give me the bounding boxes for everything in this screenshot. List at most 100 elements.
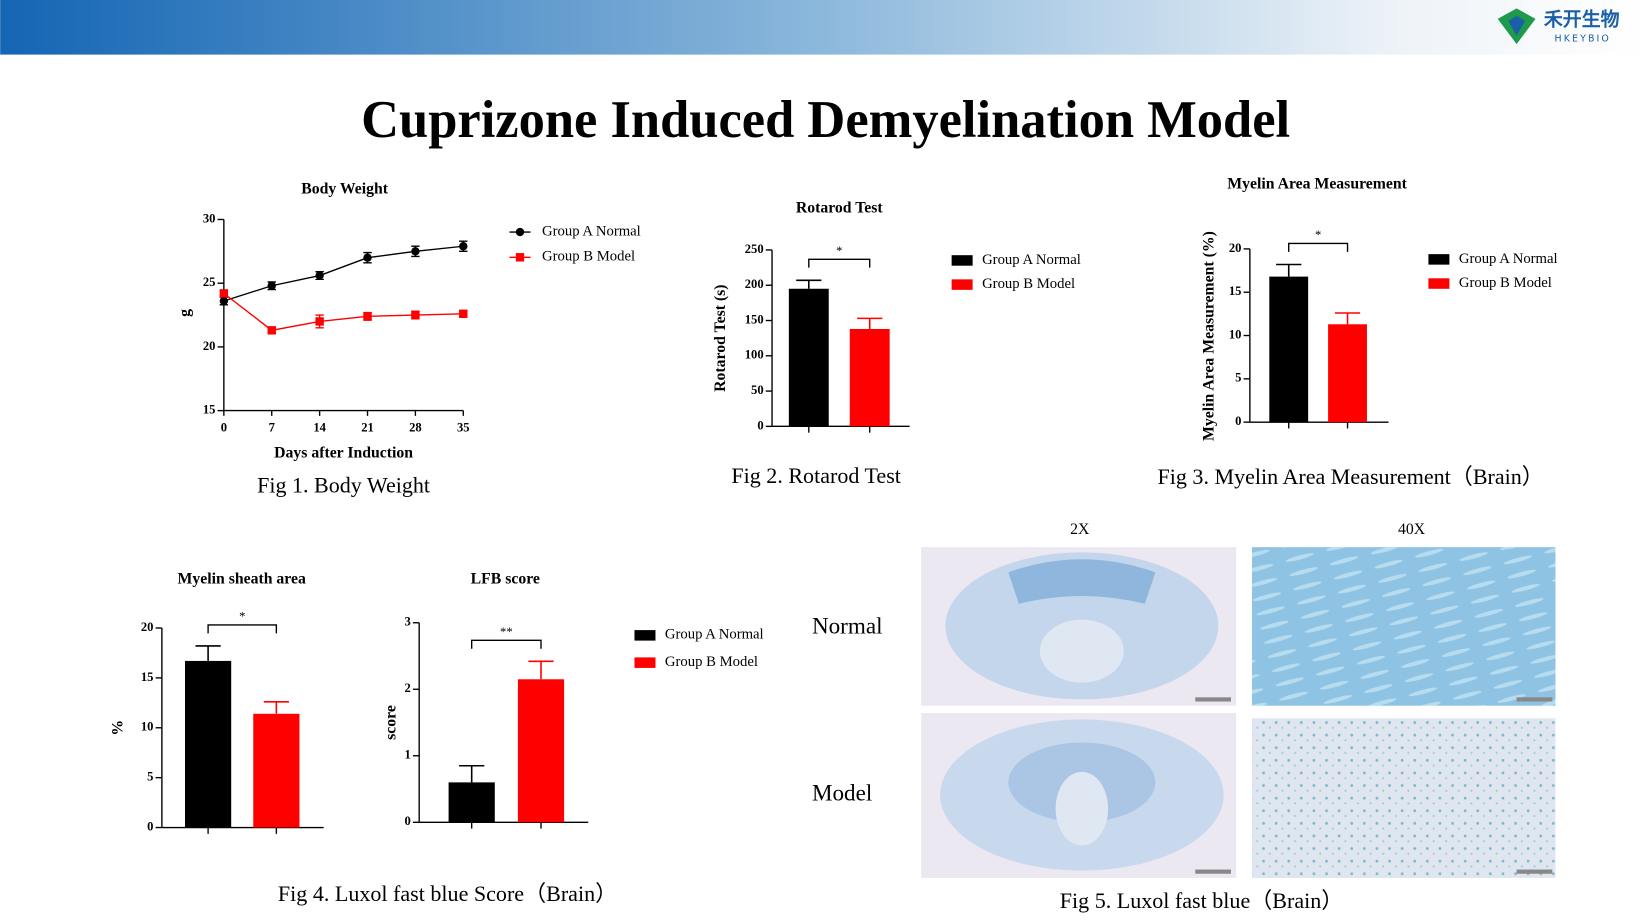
marker [315,317,324,326]
y-tick-label: 10 [1229,327,1242,341]
image-normal-2x [921,547,1237,706]
legend-swatch [951,255,973,266]
significance-label: ** [500,625,513,639]
x-tick-label: 7 [269,420,275,434]
significance-bracket [207,624,278,634]
error-bar [263,701,289,714]
y-axis-label: Rotarod Test (s) [712,284,729,391]
y-axis-label: % [109,720,126,736]
legend-swatch [634,630,656,641]
marker [459,242,468,251]
legend-label: Group A Normal [982,252,1081,268]
column-label: 40X [1398,521,1426,538]
image-model-2x [921,713,1237,878]
line [223,292,464,332]
legend-marker [515,253,525,262]
caption: Fig 5. Luxol fast blue（Brain） [1060,888,1344,913]
y-tick-label: 0 [757,418,763,432]
x-tick-label: 0 [221,420,227,434]
row-label: Normal [812,612,883,638]
marker [315,271,324,280]
bar [184,660,232,828]
y-tick-label: 15 [1229,284,1242,298]
legend-label: Group A Normal [665,627,764,643]
y-tick-label: 5 [1235,371,1241,385]
caption: Fig 3. Myelin Area Measurement（Brain） [1158,464,1544,489]
significance-bracket [808,258,871,268]
error-bar [528,660,554,680]
y-tick-label: 0 [404,814,410,828]
chart-title: Myelin Area Measurement [1227,175,1407,192]
x-tick-label: 35 [457,420,470,434]
y-tick-label: 150 [745,312,764,326]
caption: Fig 1. Body Weight [257,472,430,497]
line [223,245,464,302]
bar [788,288,829,427]
row-label: Model [812,779,872,805]
legend-label: Group B Model [542,249,635,265]
x-axis-label: Days after Induction [274,444,413,461]
legend-swatch [951,279,973,290]
y-tick-label: 5 [147,770,153,784]
significance-label: * [1315,228,1321,242]
bar [517,679,565,823]
chart-title: Myelin sheath area [178,570,306,587]
legend-label: Group B Model [1459,275,1552,291]
y-tick-label: 1 [404,748,410,762]
legend-label: Group A Normal [542,223,641,239]
bar [253,713,300,828]
marker [219,289,229,298]
y-tick-label: 30 [203,211,216,225]
legend-swatch [1428,278,1450,289]
logo: 禾开生物 HKEYBIO [1497,7,1620,44]
marker [411,310,420,320]
error-bar [1276,263,1302,277]
legend-marker [515,227,525,237]
y-axis-label: g [177,309,194,317]
marker [363,312,372,321]
logo-name: 禾开生物 [1544,7,1620,30]
header-bar [0,0,1647,55]
legend-label: Group B Model [665,654,758,670]
column-label: 2X [1070,521,1090,538]
y-tick-label: 25 [203,275,216,289]
x-tick-label: 28 [409,420,422,434]
chart-title: Body Weight [301,181,389,198]
y-axis-label: Myelin Area Measurement (%) [1201,231,1218,441]
logo-sub: HKEYBIO [1555,33,1611,44]
figure-5: 2X 40X Normal Model [812,521,1556,878]
legend-label: Group B Model [982,276,1075,292]
bar [448,782,495,823]
x-tick-label: 21 [361,420,374,434]
error-bar [1334,312,1361,325]
marker [219,296,229,306]
y-tick-label: 15 [203,403,216,417]
y-tick-label: 2 [404,681,410,695]
legend-swatch [634,657,656,668]
bar [849,328,890,427]
caption: Fig 2. Rotarod Test [731,463,901,488]
marker [267,281,276,290]
y-tick-label: 0 [147,819,153,833]
significance-label: * [239,609,245,623]
x-tick-label: 14 [313,420,326,434]
legend-label: Group A Normal [1459,251,1558,267]
significance-label: * [836,244,842,258]
y-tick-label: 3 [404,615,410,629]
marker [411,247,420,256]
y-tick-label: 100 [745,348,764,362]
chart-title: Rotarod Test [796,200,884,217]
y-axis-label: score [382,705,399,740]
y-tick-label: 250 [745,242,764,256]
marker [267,326,276,335]
bar [1269,276,1309,423]
y-tick-label: 0 [1235,414,1241,428]
significance-bracket [1288,242,1349,252]
y-tick-label: 20 [203,339,216,353]
y-tick-label: 200 [745,277,764,291]
image-model-40x [1251,718,1556,878]
marker [363,253,372,262]
y-tick-label: 10 [141,720,154,734]
slide-title: Cuprizone Induced Demyelination Model [361,91,1290,149]
significance-bracket [471,639,542,649]
